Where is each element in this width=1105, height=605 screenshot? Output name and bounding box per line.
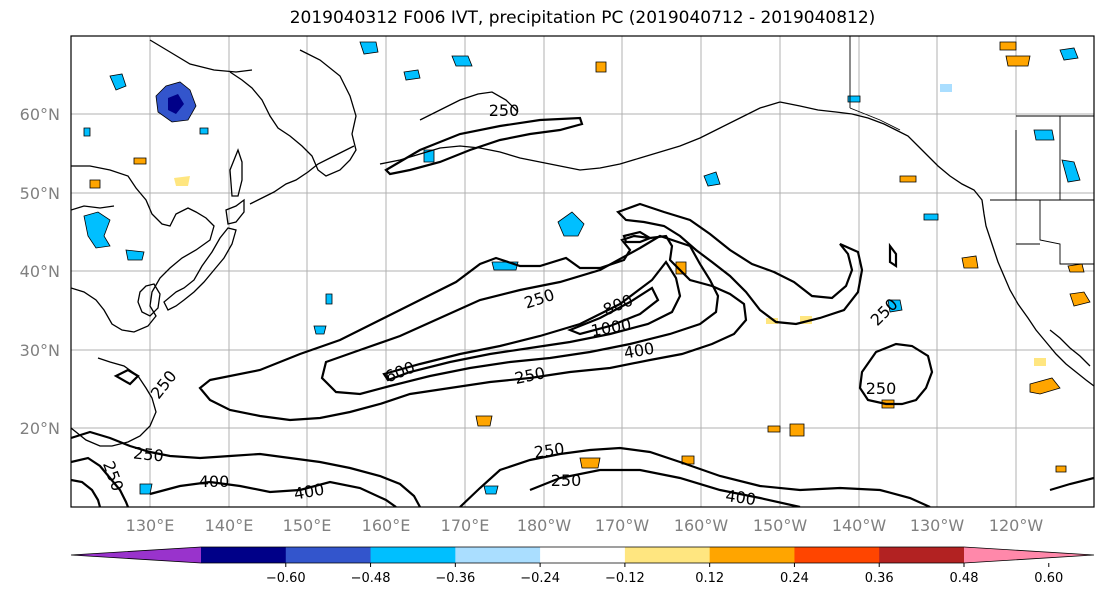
lon-label: 130°E [126,516,175,535]
colorbar-tick-label: −0.12 [605,571,645,586]
longitude-labels: 130°E 140°E 150°E 160°E 170°E 180°W 170°… [126,516,1044,535]
colorbar-tick-label: 0.48 [950,571,979,586]
map-title: 2019040312 F006 IVT, precipitation PC (2… [289,8,876,28]
colorbar-tick-label: 0.36 [865,571,894,586]
contour-label: 250 [533,439,566,462]
contour-label: 250 [489,101,520,120]
lon-label: 120°W [989,516,1044,535]
lon-label: 150°E [283,516,332,535]
coastlines [71,39,1094,447]
lat-label: 20°N [20,419,60,438]
colorbar-segment [285,547,372,563]
lon-label: 170°W [595,516,650,535]
precip-negative-areas [83,41,1081,495]
lon-label: 130°W [910,516,965,535]
colorbar-extension-low [71,547,201,563]
lon-label: 150°W [753,516,808,535]
colorbar-tick-label: −0.60 [266,571,306,586]
contour-label: 250 [866,379,897,398]
colorbar-outline [70,546,1095,564]
colorbar: −0.60 −0.48 −0.36 −0.24 −0.12 0.12 0.24 0.36 0.4… [70,546,1095,586]
colorbar-tick-label: 0.24 [780,571,809,586]
colorbar-segment [794,547,880,563]
lon-label: 170°E [441,516,490,535]
lon-label: 180°W [517,516,572,535]
lat-label: 40°N [20,262,60,281]
gridlines [71,36,1094,507]
lat-label: 60°N [20,105,60,124]
colorbar-segment [201,547,287,563]
lon-label: 140°E [205,516,254,535]
colorbar-tick-label: 0.60 [1034,571,1063,586]
colorbar-segment [879,547,965,563]
map-frame [70,35,1095,508]
colorbar-tick-label: 0.12 [695,571,724,586]
contour-label: 400 [199,472,230,491]
lon-label: 140°W [832,516,887,535]
colorbar-segment [624,547,711,563]
colorbar-segment [709,547,795,563]
ivt-contours [71,116,1094,507]
contour-label: 400 [724,486,757,509]
colorbar-tick-label: −0.48 [351,571,391,586]
colorbar-tick-label: −0.24 [520,571,560,586]
colorbar-segment [455,547,541,563]
lat-label: 50°N [20,184,60,203]
colorbar-segment [370,547,456,563]
colorbar-segment [540,547,626,563]
colorbar-tick-label: −0.36 [435,571,475,586]
contour-label: 250 [551,471,582,490]
lon-label: 160°W [674,516,729,535]
precip-positive-areas [89,41,1091,473]
latitude-labels: 60°N 50°N 40°N 30°N 20°N [20,105,60,438]
borders [849,36,1094,265]
lon-label: 160°E [362,516,411,535]
colorbar-extension-high [964,547,1094,563]
lat-label: 30°N [20,341,60,360]
contour-label: 250 [132,443,164,465]
